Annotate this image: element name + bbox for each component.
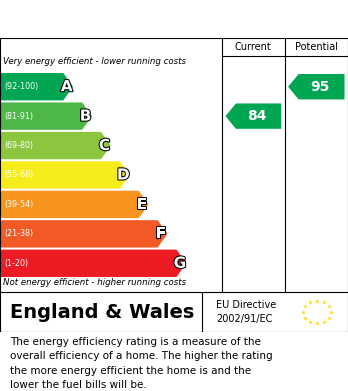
Text: (81-91): (81-91) [4,112,33,121]
Text: D: D [117,167,129,183]
Text: Energy Efficiency Rating: Energy Efficiency Rating [10,10,239,28]
Text: A: A [61,79,73,94]
Text: (39-54): (39-54) [4,200,33,209]
Text: England & Wales: England & Wales [10,303,195,321]
Polygon shape [0,220,167,248]
Polygon shape [288,74,345,99]
Text: C: C [99,138,110,153]
Polygon shape [0,249,186,277]
Text: The energy efficiency rating is a measure of the
overall efficiency of a home. T: The energy efficiency rating is a measur… [10,337,273,390]
Text: Current: Current [235,42,272,52]
Text: (92-100): (92-100) [4,82,38,91]
Polygon shape [0,161,130,189]
Text: 95: 95 [310,80,329,94]
Polygon shape [0,191,149,218]
Polygon shape [0,73,73,100]
Text: (21-38): (21-38) [4,230,33,239]
Text: 84: 84 [247,109,266,123]
Polygon shape [226,104,281,129]
Text: EU Directive
2002/91/EC: EU Directive 2002/91/EC [216,300,276,324]
Text: G: G [174,256,186,271]
Polygon shape [0,102,92,130]
Text: (69-80): (69-80) [4,141,33,150]
Text: F: F [156,226,166,241]
Text: (1-20): (1-20) [4,259,28,268]
Text: B: B [80,109,92,124]
Text: E: E [137,197,147,212]
Text: Not energy efficient - higher running costs: Not energy efficient - higher running co… [3,278,187,287]
Text: Potential: Potential [295,42,338,52]
Polygon shape [0,132,111,159]
Text: (55-68): (55-68) [4,170,33,179]
Text: Very energy efficient - lower running costs: Very energy efficient - lower running co… [3,57,187,66]
